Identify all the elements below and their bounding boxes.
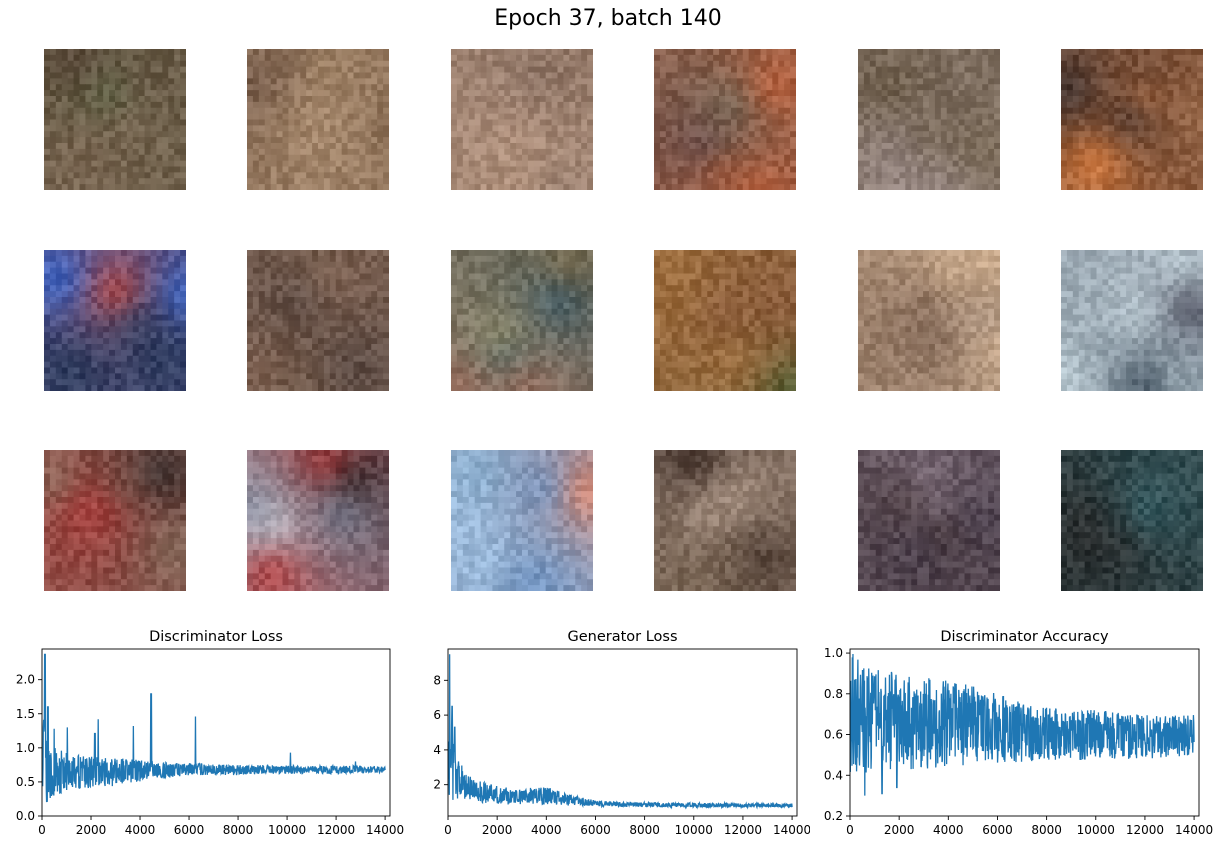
x-tick-label: 12000 <box>724 823 762 837</box>
plot-frame <box>447 648 798 817</box>
y-tick-label: 0.2 <box>824 809 843 823</box>
plot-frame <box>849 648 1200 817</box>
sample-image <box>1061 49 1203 190</box>
y-tick-label: 0.8 <box>824 687 843 701</box>
series-line <box>850 654 1195 796</box>
sample-image <box>451 450 593 591</box>
sample-image <box>654 450 796 591</box>
sample-image-pixels <box>654 450 796 591</box>
x-tick-label: 12000 <box>317 823 355 837</box>
sample-image <box>451 250 593 391</box>
x-tick-label: 6000 <box>982 823 1013 837</box>
sample-image <box>858 49 1000 190</box>
x-tick-label: 14000 <box>773 823 810 837</box>
sample-image <box>654 49 796 190</box>
x-tick-label: 6000 <box>174 823 205 837</box>
x-tick-label: 6000 <box>580 823 611 837</box>
sample-image-pixels <box>1061 250 1203 391</box>
y-tick-label: 1.0 <box>824 646 843 660</box>
x-tick-label: 4000 <box>531 823 562 837</box>
x-tick-label: 2000 <box>482 823 513 837</box>
sample-image-pixels <box>247 450 389 591</box>
sample-image <box>858 250 1000 391</box>
x-tick-label: 10000 <box>1077 823 1115 837</box>
sample-image-pixels <box>451 49 593 190</box>
y-tick-label: 1.5 <box>16 707 35 721</box>
sample-image-pixels <box>858 250 1000 391</box>
y-tick-label: 0.4 <box>824 768 843 782</box>
series-line <box>448 654 793 810</box>
sample-image <box>858 450 1000 591</box>
y-tick-label: 2.0 <box>16 673 35 687</box>
y-tick-label: 2 <box>433 778 441 792</box>
x-tick-label: 10000 <box>675 823 713 837</box>
y-tick-label: 0.6 <box>824 728 843 742</box>
x-tick-label: 4000 <box>933 823 964 837</box>
sample-image-pixels <box>858 49 1000 190</box>
x-tick-label: 14000 <box>366 823 404 837</box>
sample-image-pixels <box>654 250 796 391</box>
discriminator-accuracy-chart: Discriminator Accuracy 0 2000 4000 6000 8000 1… <box>824 629 1213 837</box>
sample-image-pixels <box>858 450 1000 591</box>
sample-image-pixels <box>451 450 593 591</box>
sample-image-pixels <box>1061 49 1203 190</box>
chart-title: Discriminator Loss <box>149 629 283 645</box>
sample-image <box>1061 250 1203 391</box>
sample-image <box>1061 450 1203 591</box>
sample-image-pixels <box>44 250 186 391</box>
sample-image-pixels <box>654 49 796 190</box>
y-tick-label: 1.0 <box>16 741 35 755</box>
sample-image-pixels <box>44 450 186 591</box>
sample-image <box>247 49 389 190</box>
x-tick-label: 10000 <box>268 823 306 837</box>
sample-image <box>247 250 389 391</box>
plot-frame <box>41 648 391 817</box>
y-tick-label: 0.0 <box>16 809 35 823</box>
y-tick-label: 8 <box>433 673 441 687</box>
generator-loss-chart: Generator Loss 0 2000 4000 6000 8000 10000 1200… <box>433 629 810 837</box>
x-tick-label: 8000 <box>629 823 660 837</box>
sample-image <box>44 49 186 190</box>
x-tick-label: 0 <box>846 823 854 837</box>
sample-image <box>44 250 186 391</box>
x-tick-label: 0 <box>444 823 452 837</box>
sample-image-pixels <box>44 49 186 190</box>
sample-image <box>44 450 186 591</box>
sample-image-pixels <box>247 49 389 190</box>
x-tick-label: 4000 <box>125 823 156 837</box>
x-tick-label: 2000 <box>884 823 915 837</box>
sample-image-pixels <box>1061 450 1203 591</box>
x-tick-label: 14000 <box>1175 823 1213 837</box>
x-tick-label: 12000 <box>1126 823 1164 837</box>
chart-title: Generator Loss <box>567 629 677 645</box>
y-tick-label: 0.5 <box>16 775 35 789</box>
chart-title: Discriminator Accuracy <box>940 629 1109 645</box>
x-tick-label: 8000 <box>223 823 254 837</box>
x-tick-label: 8000 <box>1031 823 1062 837</box>
sample-image-pixels <box>451 250 593 391</box>
sample-image <box>451 49 593 190</box>
discriminator-loss-chart: Discriminator Loss 0 2000 4000 6000 8000 10000… <box>16 629 404 837</box>
sample-image <box>247 450 389 591</box>
y-tick-label: 4 <box>433 743 441 757</box>
figure-title: Epoch 37, batch 140 <box>494 6 722 31</box>
x-tick-label: 2000 <box>76 823 107 837</box>
series-line <box>42 653 386 803</box>
sample-image-pixels <box>247 250 389 391</box>
sample-image <box>654 250 796 391</box>
x-tick-label: 0 <box>38 823 46 837</box>
y-tick-label: 6 <box>433 708 441 722</box>
